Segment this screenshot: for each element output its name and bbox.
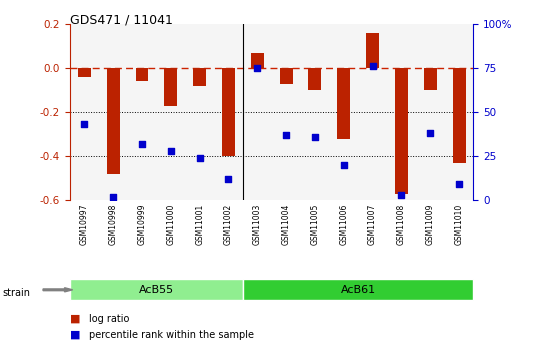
Point — [282, 132, 291, 138]
Text: GDS471 / 11041: GDS471 / 11041 — [70, 14, 173, 27]
Bar — [251, 53, 264, 68]
Bar — [280, 68, 293, 83]
Text: GSM11003: GSM11003 — [253, 204, 262, 245]
Point — [253, 66, 261, 71]
Point — [397, 192, 406, 198]
Bar — [136, 68, 148, 81]
Point — [339, 162, 348, 168]
Text: AcB61: AcB61 — [341, 285, 376, 295]
Bar — [107, 68, 119, 174]
Text: GSM11007: GSM11007 — [368, 204, 377, 245]
Point — [109, 194, 117, 199]
Text: GSM11010: GSM11010 — [455, 204, 464, 245]
Text: GSM11001: GSM11001 — [195, 204, 204, 245]
Bar — [424, 68, 437, 90]
Text: log ratio: log ratio — [89, 314, 129, 324]
Point — [224, 176, 233, 182]
Text: GSM11006: GSM11006 — [339, 204, 348, 245]
Point — [310, 134, 319, 139]
Text: GSM11008: GSM11008 — [397, 204, 406, 245]
Bar — [78, 68, 91, 77]
Point — [426, 130, 435, 136]
Bar — [366, 33, 379, 68]
Text: GSM10997: GSM10997 — [80, 204, 89, 245]
Point — [80, 122, 89, 127]
Bar — [452, 68, 465, 163]
Text: GSM11000: GSM11000 — [166, 204, 175, 245]
Point — [167, 148, 175, 154]
Bar — [308, 68, 321, 90]
Text: GSM11002: GSM11002 — [224, 204, 233, 245]
Bar — [222, 68, 235, 156]
Text: GSM11004: GSM11004 — [281, 204, 291, 245]
Text: GSM10999: GSM10999 — [138, 204, 146, 245]
Text: GSM11009: GSM11009 — [426, 204, 435, 245]
Text: GSM10998: GSM10998 — [109, 204, 118, 245]
Text: AcB55: AcB55 — [139, 285, 174, 295]
Text: GSM11005: GSM11005 — [310, 204, 320, 245]
Bar — [395, 68, 408, 194]
Bar — [193, 68, 206, 86]
Bar — [337, 68, 350, 139]
Point — [455, 181, 463, 187]
Point — [138, 141, 146, 147]
Point — [368, 63, 377, 69]
Text: percentile rank within the sample: percentile rank within the sample — [89, 330, 254, 339]
Text: ■: ■ — [70, 330, 81, 339]
Text: ■: ■ — [70, 314, 81, 324]
Bar — [164, 68, 178, 106]
Text: strain: strain — [3, 288, 31, 298]
Point — [195, 155, 204, 161]
